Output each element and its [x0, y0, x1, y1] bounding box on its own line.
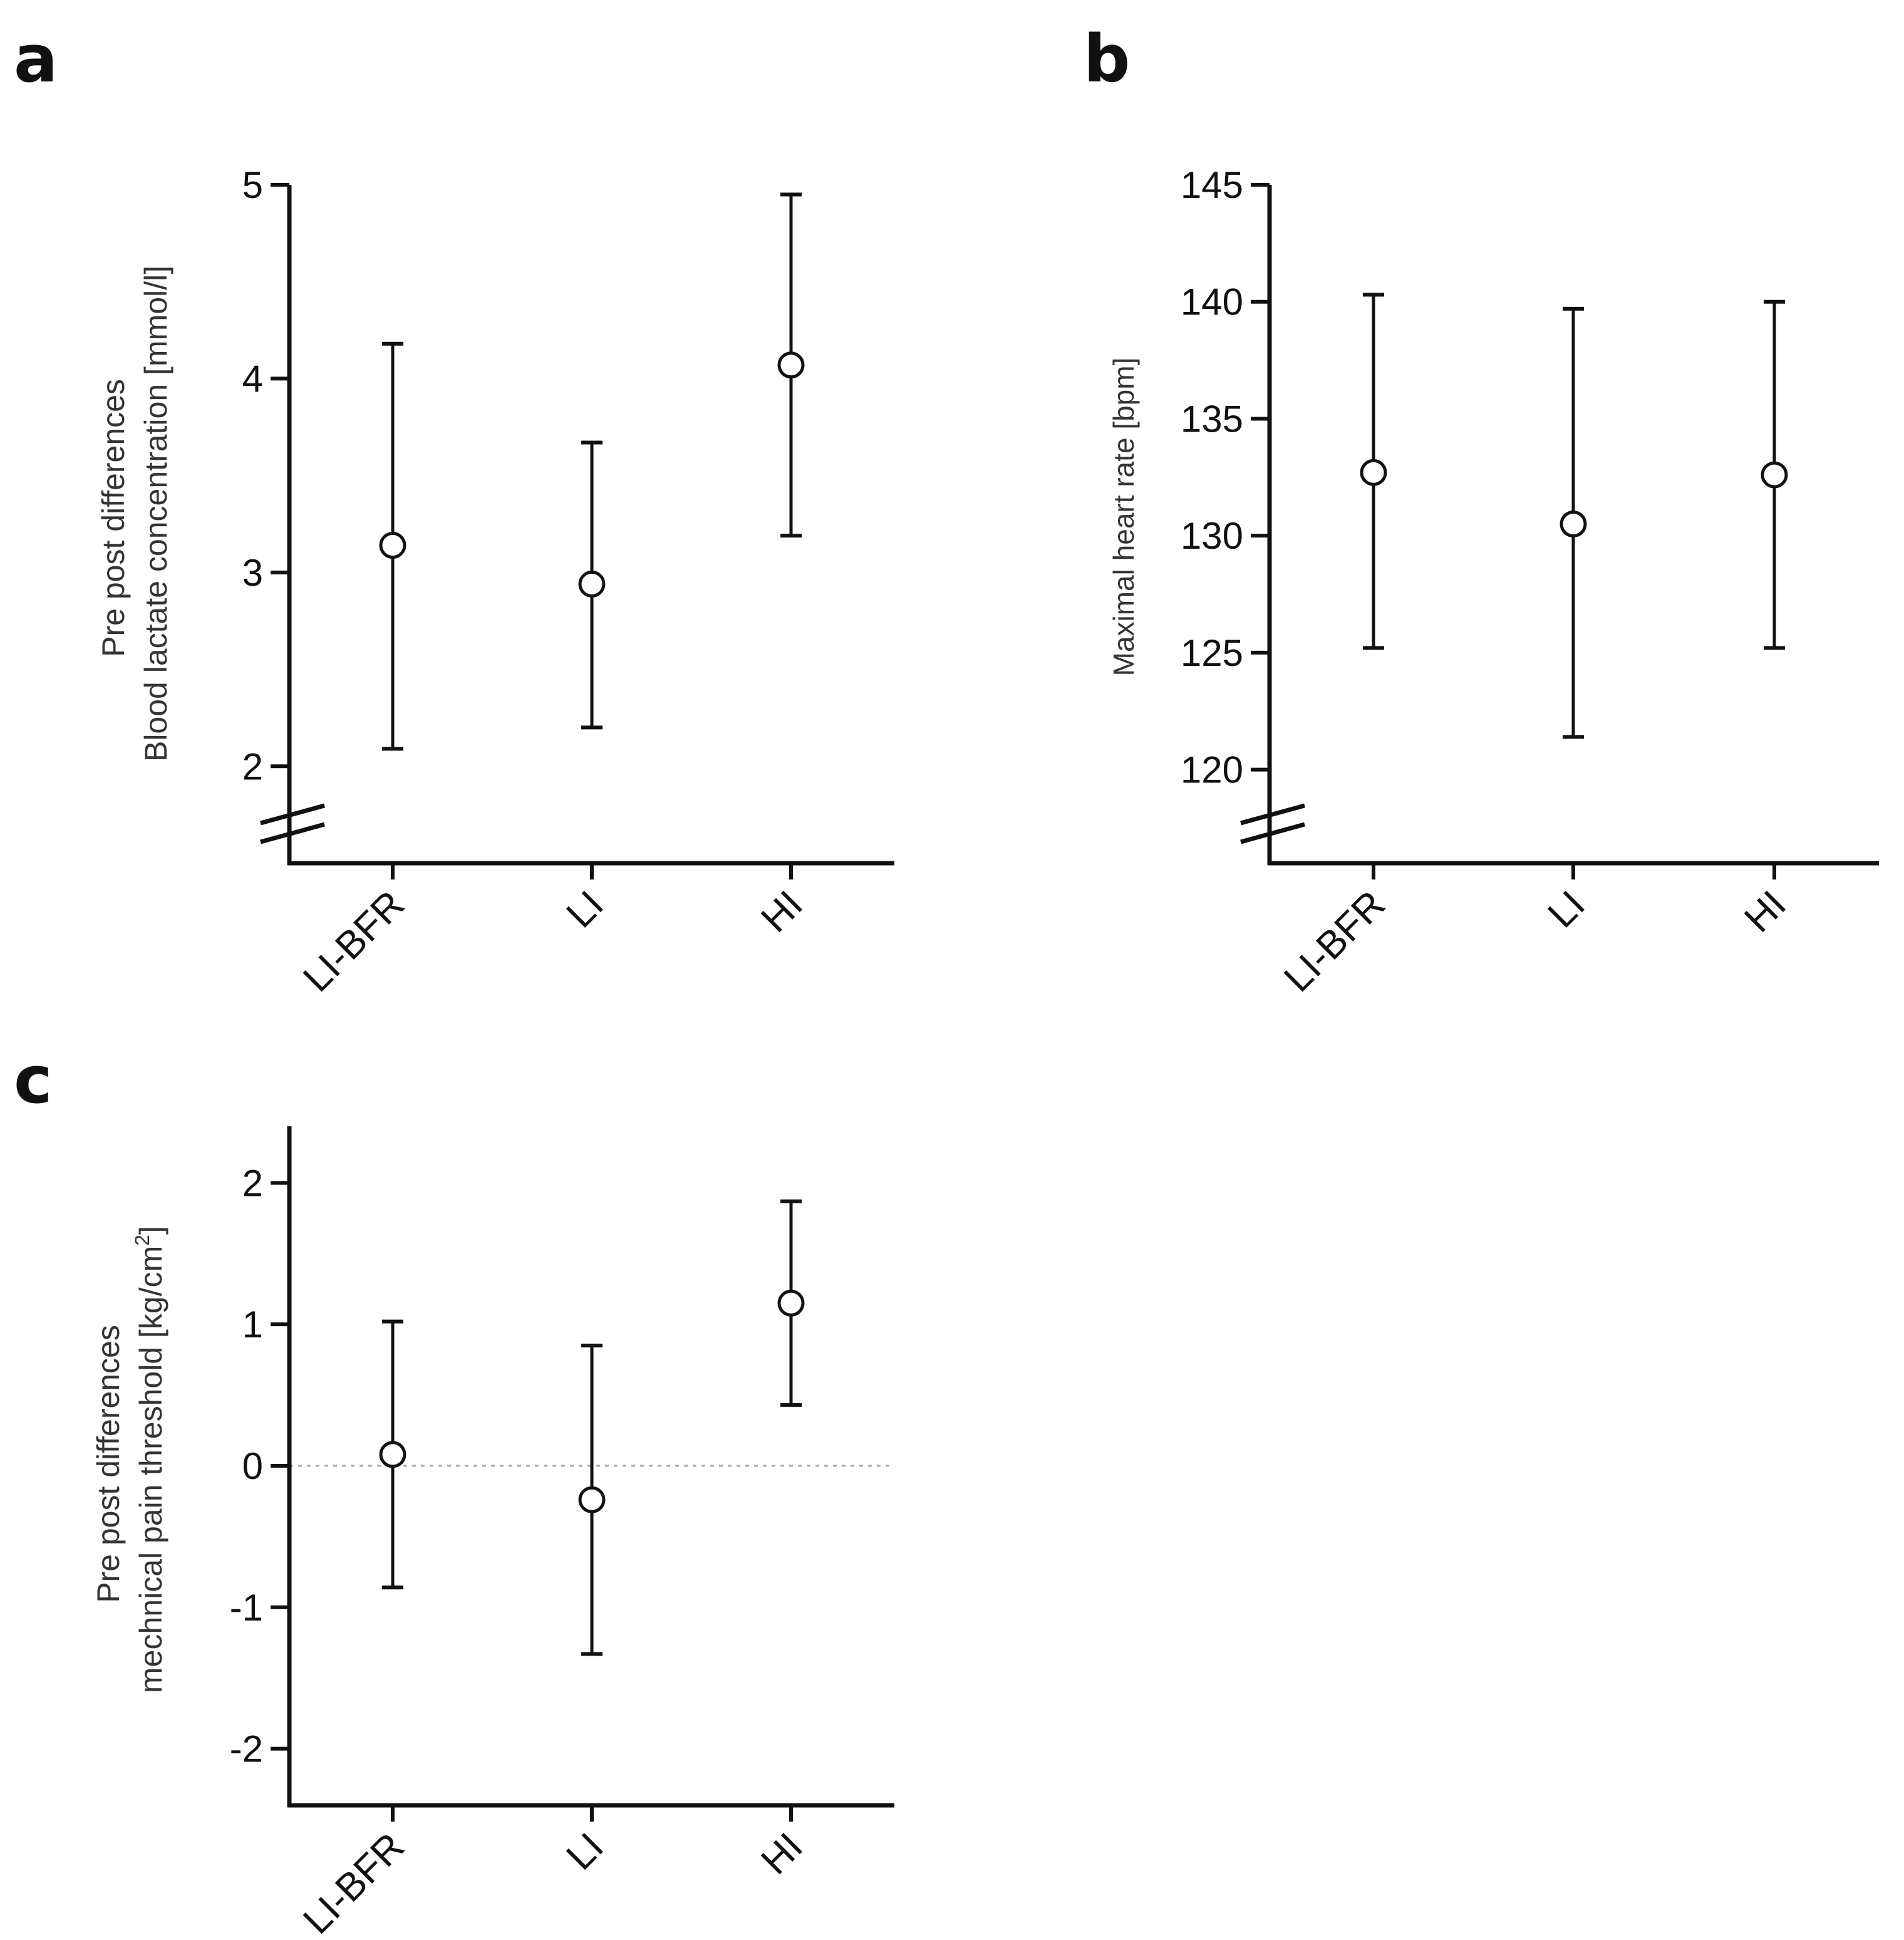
plot-c: -2 -1 0 1 2 LI-BFR LI HI	[230, 1126, 894, 1940]
mean-point-b	[1761, 461, 1788, 489]
y-tick-label-b: 130	[1181, 515, 1243, 557]
y-tick-label-b: 140	[1181, 281, 1243, 323]
y-tick-label-a: 2	[242, 745, 263, 787]
y-tick-label-c: -2	[230, 1728, 263, 1770]
x-tick-label-b: LI	[1540, 883, 1593, 936]
mean-point-b	[1360, 459, 1387, 486]
mean-point-b	[1560, 511, 1587, 537]
y-axis-title-a-line-2: Blood lactate concentration [mmol/l]	[138, 266, 173, 762]
axis-break-mark-a	[260, 803, 325, 826]
y-tick-label-c: 1	[242, 1304, 263, 1346]
plot-b: 120 125 130 135 140 145 LI-BFR LI HI	[1181, 164, 1879, 1000]
mean-point-c	[578, 1486, 606, 1513]
y-tick-label-a: 3	[242, 552, 263, 594]
x-tick-label-c: LI-BFR	[295, 1825, 413, 1940]
x-tick-label-a: LI	[559, 883, 612, 936]
x-tick-label-c: HI	[753, 1825, 811, 1883]
axis-break-mark-b	[1240, 822, 1305, 844]
axis-break-mark-a	[260, 822, 325, 844]
y-axis-title-a: Pre post differences Blood lactate conce…	[96, 266, 173, 762]
y-axis-title-b: Maximal heart rate [bpm]	[1107, 358, 1140, 677]
y-axis-title-c-line-1: Pre post differences	[91, 1325, 126, 1603]
panel-letter-b: b	[1084, 21, 1130, 97]
y-tick-label-a: 4	[242, 358, 263, 400]
x-tick-label-b: LI-BFR	[1276, 883, 1394, 1000]
panel-c: c -2 -1 0 1 2 LI-BFR LI HI Pre post differences…	[14, 1042, 894, 1940]
plot-a: 2 3 4 5 LI-BFR LI HI	[242, 164, 894, 1000]
panel-a: a 2 3 4 5 LI-BFR LI HI Pre post differences Bl…	[14, 21, 894, 1000]
y-axis-title-b-line-1: Maximal heart rate [bpm]	[1107, 358, 1140, 677]
x-tick-label-a: LI-BFR	[295, 883, 413, 1000]
panel-letter-c: c	[14, 1042, 53, 1118]
panel-b: b 120 125 130 135 140 145 LI-BFR LI HI Maximal h…	[1084, 21, 1879, 1000]
y-axis-title-c-tail: ]	[133, 1226, 168, 1235]
y-axis-title-c: Pre post differences mechnical pain thre…	[91, 1226, 168, 1693]
panel-letter-a: a	[14, 21, 58, 97]
axis-break-mark-b	[1240, 803, 1305, 826]
x-tick-label-c: LI	[559, 1825, 612, 1878]
mean-point-c	[379, 1441, 406, 1468]
x-tick-label-b: HI	[1736, 883, 1794, 941]
y-tick-label-c: 2	[242, 1162, 263, 1204]
y-tick-label-b: 120	[1181, 749, 1243, 791]
y-tick-label-c: 0	[242, 1445, 263, 1487]
y-tick-label-a: 5	[242, 164, 263, 206]
y-axis-title-c-line-2-text: mechnical pain threshold [kg/cm	[133, 1246, 168, 1693]
mean-point-a	[379, 532, 406, 559]
y-axis-title-c-superscript: 2	[131, 1235, 153, 1246]
y-tick-label-b: 145	[1181, 164, 1243, 206]
x-tick-label-a: HI	[753, 883, 811, 941]
y-axis-title-a-line-1: Pre post differences	[96, 379, 131, 657]
y-tick-label-c: -1	[230, 1587, 263, 1629]
mean-point-a	[578, 570, 606, 598]
mean-point-a	[777, 351, 805, 379]
mean-point-c	[777, 1289, 805, 1317]
y-tick-label-b: 135	[1181, 398, 1243, 440]
y-axis-title-c-line-2: mechnical pain threshold [kg/cm2]	[131, 1226, 168, 1693]
y-tick-label-b: 125	[1181, 632, 1243, 674]
